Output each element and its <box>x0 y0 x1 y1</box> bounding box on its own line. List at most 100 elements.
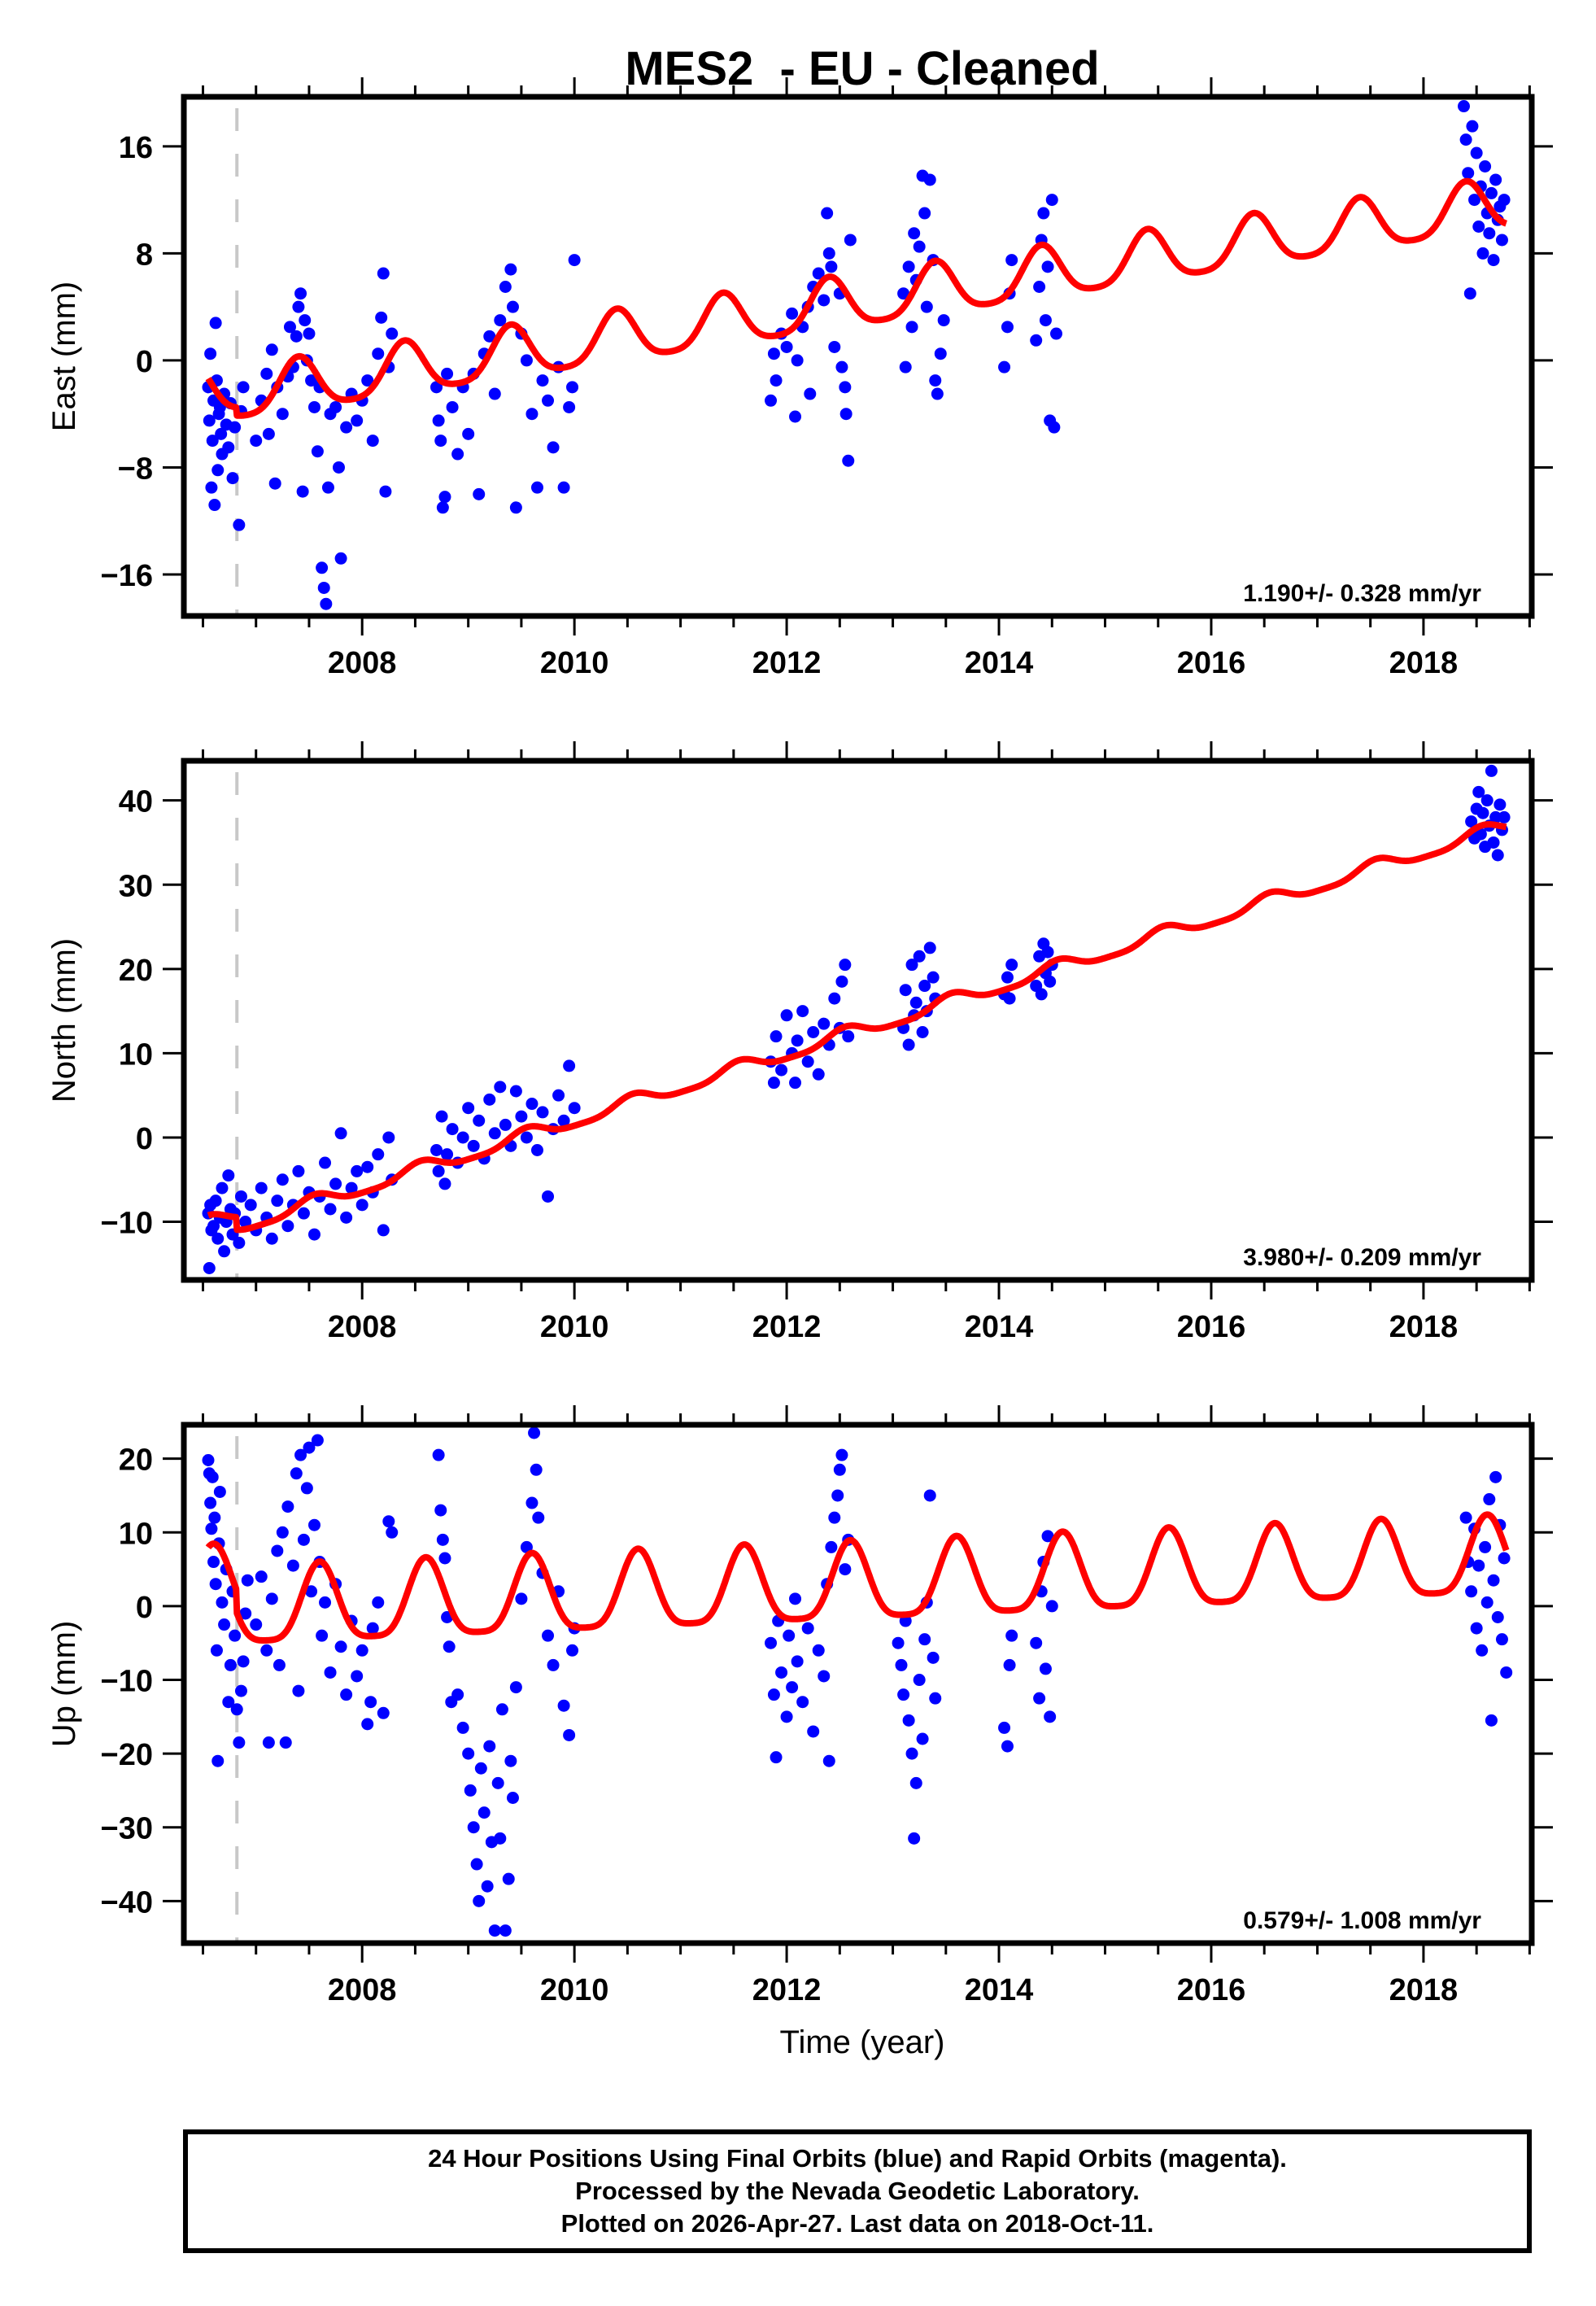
data-point <box>1033 280 1046 293</box>
data-point <box>483 1740 496 1753</box>
data-point <box>767 1077 780 1090</box>
y-tick-label: 40 <box>119 785 153 819</box>
data-point <box>892 1636 905 1649</box>
data-point <box>271 1194 284 1208</box>
data-point <box>329 400 342 413</box>
data-point <box>913 1674 926 1687</box>
data-point <box>828 340 841 353</box>
data-point <box>1459 133 1472 146</box>
data-point <box>818 1670 831 1683</box>
data-point <box>279 1736 292 1749</box>
data-point <box>307 1228 321 1241</box>
data-point <box>542 1190 555 1203</box>
data-point <box>998 360 1011 373</box>
data-point <box>807 1725 820 1738</box>
data-point <box>1044 975 1057 988</box>
data-point <box>807 1026 820 1038</box>
data-point <box>499 1924 512 1937</box>
data-point <box>895 1658 908 1671</box>
x-tick-label: 2014 <box>965 1310 1034 1344</box>
data-point <box>916 1026 929 1038</box>
x-tick-label: 2012 <box>752 1973 822 2007</box>
data-point <box>215 427 228 440</box>
data-point <box>897 1688 910 1701</box>
data-point <box>1003 1658 1016 1671</box>
data-point <box>467 1821 480 1834</box>
data-point <box>842 1030 855 1043</box>
data-point <box>379 485 392 498</box>
data-point <box>791 354 804 367</box>
data-point <box>937 314 950 327</box>
x-tick-label: 2008 <box>328 646 397 680</box>
data-point <box>224 1658 237 1671</box>
data-point <box>1498 810 1511 823</box>
data-point <box>303 327 316 340</box>
data-point <box>319 1596 332 1609</box>
data-point <box>209 317 222 330</box>
data-point <box>260 1644 273 1657</box>
data-point <box>566 1644 579 1657</box>
data-point <box>568 254 581 267</box>
x-tick-label: 2014 <box>965 1973 1034 2007</box>
data-point <box>233 1736 246 1749</box>
y-tick-label: 0 <box>136 1591 153 1625</box>
data-point <box>1491 1610 1504 1623</box>
footer-line-orbits: 24 Hour Positions Using Final Orbits (bl… <box>428 2144 1287 2173</box>
data-point <box>271 1544 284 1557</box>
data-point <box>239 1607 252 1620</box>
data-point <box>530 1144 543 1156</box>
data-point <box>273 1658 286 1671</box>
data-point <box>229 1629 242 1642</box>
data-point <box>1472 221 1485 233</box>
data-point <box>905 1747 918 1760</box>
data-point <box>438 1552 451 1565</box>
data-point <box>299 314 312 327</box>
data-point <box>434 1504 447 1517</box>
data-point <box>1005 1629 1018 1642</box>
data-point <box>1489 1470 1502 1483</box>
data-point <box>382 1131 395 1144</box>
y-tick-label: −30 <box>101 1812 153 1846</box>
data-point <box>909 1776 922 1789</box>
data-point <box>208 499 221 512</box>
data-point <box>281 1500 294 1513</box>
data-point <box>222 1169 235 1182</box>
data-point <box>1048 421 1061 434</box>
data-point <box>789 1077 802 1090</box>
data-point <box>1472 785 1485 798</box>
data-point <box>345 1181 358 1194</box>
data-point <box>377 1224 390 1237</box>
data-point <box>908 1832 921 1845</box>
data-point <box>920 300 933 313</box>
data-point <box>934 347 947 360</box>
data-point <box>470 1858 483 1871</box>
data-point <box>234 1190 247 1203</box>
data-point <box>1463 287 1476 300</box>
data-point <box>332 461 345 474</box>
data-point <box>292 300 305 313</box>
data-point <box>1500 1666 1513 1679</box>
data-point <box>929 1692 942 1705</box>
data-point <box>237 381 250 394</box>
plot-area <box>202 764 1511 1280</box>
data-point <box>1495 1633 1508 1646</box>
data-point <box>297 1207 310 1220</box>
data-point <box>780 1009 793 1022</box>
data-point <box>494 314 507 327</box>
y-tick-label: 30 <box>119 869 153 903</box>
data-point <box>451 448 464 461</box>
data-point <box>286 1559 299 1572</box>
data-point <box>918 980 931 993</box>
data-point <box>265 1592 278 1605</box>
x-tick-label: 2016 <box>1177 1973 1246 2007</box>
data-point <box>292 1684 305 1697</box>
data-point <box>568 1102 581 1115</box>
data-point <box>1005 254 1018 267</box>
data-point <box>340 1211 353 1224</box>
data-point <box>1005 959 1018 972</box>
data-point <box>250 1618 263 1631</box>
data-point <box>796 1696 809 1709</box>
data-point <box>506 300 519 313</box>
data-point <box>1041 1530 1054 1543</box>
data-point <box>204 1496 217 1509</box>
